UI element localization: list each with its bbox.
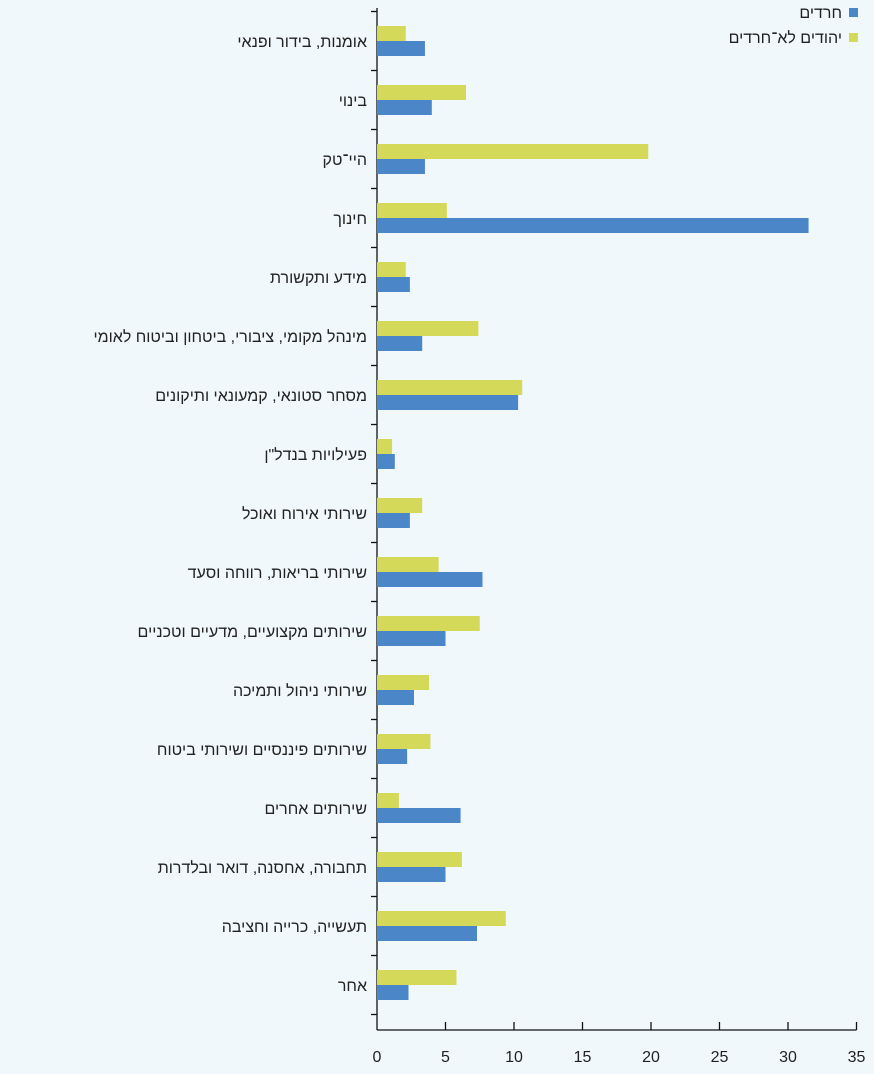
bar-non-haredi <box>377 439 393 454</box>
bar-haredi <box>377 513 410 528</box>
bar-non-haredi <box>377 734 431 749</box>
bar-haredi <box>377 395 519 410</box>
x-tick-label: 15 <box>574 1049 592 1066</box>
bar-haredi <box>377 100 432 115</box>
bar-non-haredi <box>377 203 447 218</box>
bar-non-haredi <box>377 26 406 41</box>
bar-non-haredi <box>377 144 649 159</box>
bar-haredi <box>377 41 425 56</box>
bar-non-haredi <box>377 852 462 867</box>
x-tick-label: 5 <box>441 1049 450 1066</box>
category-label: שירותים מקצועיים, מדעיים וטכניים <box>138 624 367 641</box>
bar-non-haredi <box>377 557 439 572</box>
bar-non-haredi <box>377 970 457 985</box>
bar-non-haredi <box>377 85 467 100</box>
category-label: מידע ותקשורת <box>270 270 367 287</box>
category-label: אומנות, בידור ופנאי <box>237 34 367 51</box>
category-label: מסחר סטונאי, קמעונאי ותיקונים <box>155 388 367 405</box>
category-label: שירותי ניהול ותמיכה <box>233 682 367 700</box>
category-label: בינוי <box>339 93 368 110</box>
x-tick-label: 20 <box>642 1049 660 1066</box>
x-tick-label: 35 <box>848 1049 866 1066</box>
category-label: פעילויות בנדל"ן <box>264 446 367 464</box>
bar-non-haredi <box>377 616 480 631</box>
bar-non-haredi <box>377 498 423 513</box>
category-label: שירותים אחרים <box>264 801 367 818</box>
category-label: שירותי בריאות, רווחה וסעד <box>188 565 367 582</box>
bar-haredi <box>377 631 446 646</box>
bar-non-haredi <box>377 321 479 336</box>
category-label: מינהל מקומי, ציבורי, ביטחון וביטוח לאומי <box>93 328 367 346</box>
bar-haredi <box>377 336 423 351</box>
bar-haredi <box>377 277 410 292</box>
category-label: שירותים פיננסיים ושירותי ביטוח <box>157 742 367 759</box>
category-label: שירותי אירוח ואוכל <box>242 505 367 523</box>
bar-haredi <box>377 985 409 1000</box>
x-tick-label: 10 <box>505 1049 523 1066</box>
bar-haredi <box>377 808 461 823</box>
bar-haredi <box>377 454 395 469</box>
bar-haredi <box>377 572 483 587</box>
legend-label: יהודים לא־חרדים <box>729 29 842 47</box>
bar-non-haredi <box>377 262 406 277</box>
bar-haredi <box>377 218 809 233</box>
legend-swatch <box>849 33 858 42</box>
category-label: היי־טק <box>323 152 367 169</box>
bar-haredi <box>377 926 478 941</box>
legend-label: חרדים <box>799 5 842 22</box>
bar-non-haredi <box>377 675 430 690</box>
category-label: תחבורה, אחסנה, דואר ובלדרות <box>158 859 367 877</box>
x-tick-label: 0 <box>373 1049 382 1066</box>
category-label: תעשייה, כרייה וחציבה <box>222 919 367 936</box>
x-tick-label: 25 <box>711 1049 729 1066</box>
x-tick-label: 30 <box>779 1049 797 1066</box>
category-label: אחר <box>338 978 367 995</box>
bar-haredi <box>377 690 414 705</box>
bar-non-haredi <box>377 911 506 926</box>
bar-non-haredi <box>377 793 399 808</box>
bar-haredi <box>377 159 425 174</box>
bar-non-haredi <box>377 380 523 395</box>
legend-swatch <box>849 8 858 17</box>
bar-haredi <box>377 867 446 882</box>
category-label: חינוך <box>333 211 367 228</box>
bar-haredi <box>377 749 408 764</box>
